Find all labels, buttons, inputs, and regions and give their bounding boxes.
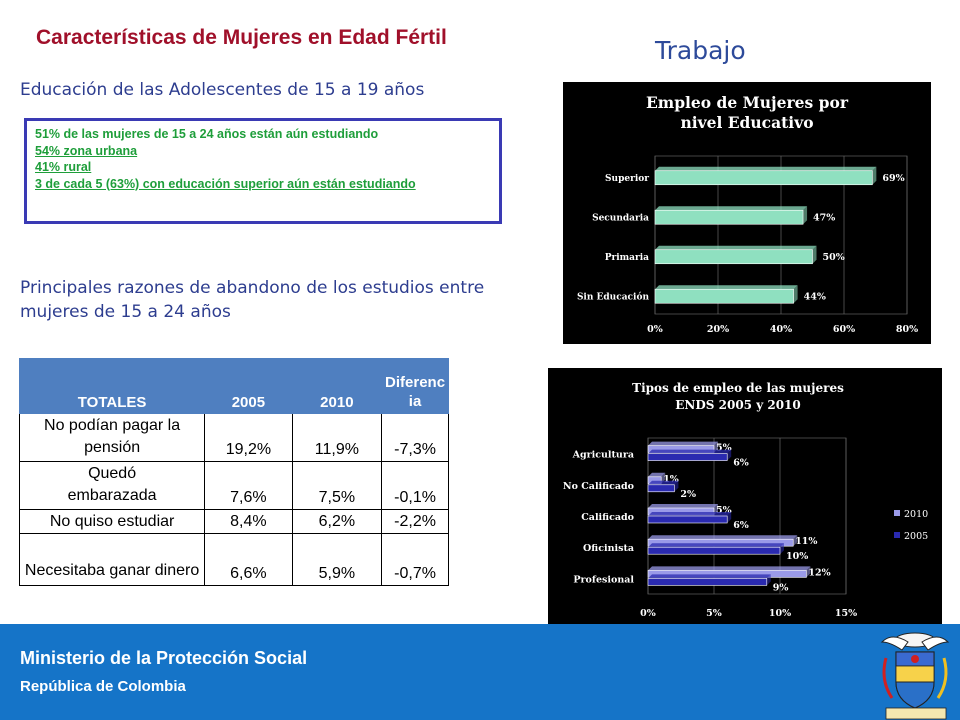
- bar: [654, 245, 817, 265]
- chart-title: Empleo de Mujeres por: [646, 93, 849, 112]
- republic-name: República de Colombia: [20, 678, 186, 695]
- category-label: Sin Educación: [577, 291, 650, 302]
- page-title: Características de Mujeres en Edad Férti…: [36, 26, 447, 49]
- table-row: No quiso estudiar 8,4% 6,2% -2,2%: [18, 509, 449, 534]
- employment-types-chart: Tipos de empleo de las mujeres ENDS 2005 …: [548, 368, 942, 632]
- bar-2005: [647, 543, 784, 555]
- bar-2005: [647, 480, 679, 493]
- info-line-studying: 51% de las mujeres de 15 a 24 años están…: [35, 127, 379, 141]
- header-totales: TOTALES: [18, 358, 206, 414]
- difference-cell: -7,3%: [381, 413, 449, 462]
- x-tick-label: 15%: [835, 608, 857, 619]
- header-diferencia: Diferencia: [381, 358, 449, 414]
- category-label: Secundaria: [592, 213, 649, 223]
- value-2005-cell: 19,2%: [204, 413, 293, 462]
- data-label: 5%: [716, 505, 732, 516]
- data-label: 11%: [795, 536, 817, 547]
- value-2005-cell: 6,6%: [204, 533, 293, 586]
- x-tick-label: 0%: [640, 608, 656, 619]
- education-heading: Educación de las Adolescentes de 15 a 19…: [20, 80, 425, 100]
- legend-label: 2010: [904, 509, 928, 520]
- category-label: Calificado: [581, 512, 634, 523]
- education-info-box: 51% de las mujeres de 15 a 24 años están…: [24, 118, 502, 224]
- section-title: Trabajo: [655, 36, 746, 65]
- data-label: 69%: [882, 173, 904, 184]
- value-2010-cell: 6,2%: [291, 509, 383, 534]
- data-label: 1%: [663, 474, 679, 485]
- bar-2005: [647, 574, 771, 586]
- difference-cell: -0,1%: [381, 461, 449, 510]
- reason-cell: No quiso estudiar: [18, 509, 206, 534]
- bar: [654, 166, 877, 186]
- reason-cell: Quedó embarazada: [18, 461, 206, 510]
- data-label: 5%: [716, 443, 732, 454]
- value-2005-cell: 7,6%: [204, 461, 293, 510]
- legend-label: 2005: [904, 531, 928, 542]
- bar: [654, 285, 798, 304]
- legend-swatch: [894, 510, 900, 516]
- reason-cell: Necesitaba ganar dinero: [18, 533, 206, 586]
- chart-title: Tipos de empleo de las mujeres: [632, 381, 844, 395]
- x-tick-label: 10%: [769, 608, 791, 619]
- x-tick-label: 20%: [707, 324, 729, 335]
- x-tick-label: 60%: [833, 324, 855, 335]
- category-label: Agricultura: [572, 450, 634, 461]
- value-2010-cell: 7,5%: [291, 461, 383, 510]
- bar-2005: [647, 512, 732, 524]
- data-label: 6%: [733, 520, 749, 531]
- data-label: 10%: [786, 551, 808, 562]
- legend-swatch: [894, 532, 900, 538]
- data-label: 2%: [680, 489, 696, 500]
- data-label: 44%: [804, 291, 826, 302]
- info-line-urban: 54% zona urbana: [35, 143, 138, 158]
- table-row: No podían pagar la pensión 19,2% 11,9% -…: [18, 413, 449, 462]
- bar-2010: [647, 441, 718, 453]
- category-label: Primaria: [605, 253, 649, 263]
- reasons-heading: Principales razones de abandono de los e…: [20, 278, 485, 322]
- data-label: 6%: [733, 458, 749, 469]
- header-2005: 2005: [204, 358, 293, 414]
- bar-2005: [647, 449, 732, 461]
- x-tick-label: 40%: [770, 324, 792, 335]
- info-line-higher-education: 3 de cada 5 (63%) con educación superior…: [35, 176, 416, 191]
- difference-cell: -0,7%: [381, 533, 449, 586]
- data-label: 12%: [808, 567, 830, 578]
- chart-title: ENDS 2005 y 2010: [675, 398, 801, 412]
- bar: [654, 206, 808, 225]
- value-2010-cell: 5,9%: [291, 533, 383, 586]
- data-label: 50%: [823, 252, 845, 263]
- category-label: No Calificado: [563, 481, 634, 492]
- ministry-name: Ministerio de la Protección Social: [20, 648, 308, 668]
- info-line-rural: 41% rural: [35, 160, 92, 174]
- chart-title: nivel Educativo: [680, 113, 813, 132]
- x-tick-label: 5%: [706, 608, 722, 619]
- data-label: 9%: [773, 582, 789, 593]
- reason-cell: No podían pagar la pensión: [18, 413, 206, 462]
- category-label: Superior: [605, 174, 649, 184]
- difference-cell: -2,2%: [381, 509, 449, 534]
- category-label: Oficinista: [583, 543, 634, 554]
- x-tick-label: 0%: [647, 324, 663, 335]
- footer-bar: [0, 624, 960, 720]
- value-2005-cell: 8,4%: [204, 509, 293, 534]
- data-label: 47%: [813, 212, 835, 223]
- header-2010: 2010: [291, 358, 383, 414]
- reasons-table: TOTALES 2005 2010 Diferencia No podían p…: [18, 358, 449, 586]
- value-2010-cell: 11,9%: [291, 413, 383, 462]
- coat-of-arms-logo: [880, 632, 950, 720]
- table-row: Quedó embarazada 7,6% 7,5% -0,1%: [18, 461, 449, 510]
- table-header-row: TOTALES 2005 2010 Diferencia: [18, 358, 449, 414]
- category-label: Profesional: [573, 574, 634, 585]
- bar-2010: [647, 535, 798, 547]
- x-tick-label: 80%: [896, 324, 918, 335]
- table-row: Necesitaba ganar dinero 6,6% 5,9% -0,7%: [18, 533, 449, 586]
